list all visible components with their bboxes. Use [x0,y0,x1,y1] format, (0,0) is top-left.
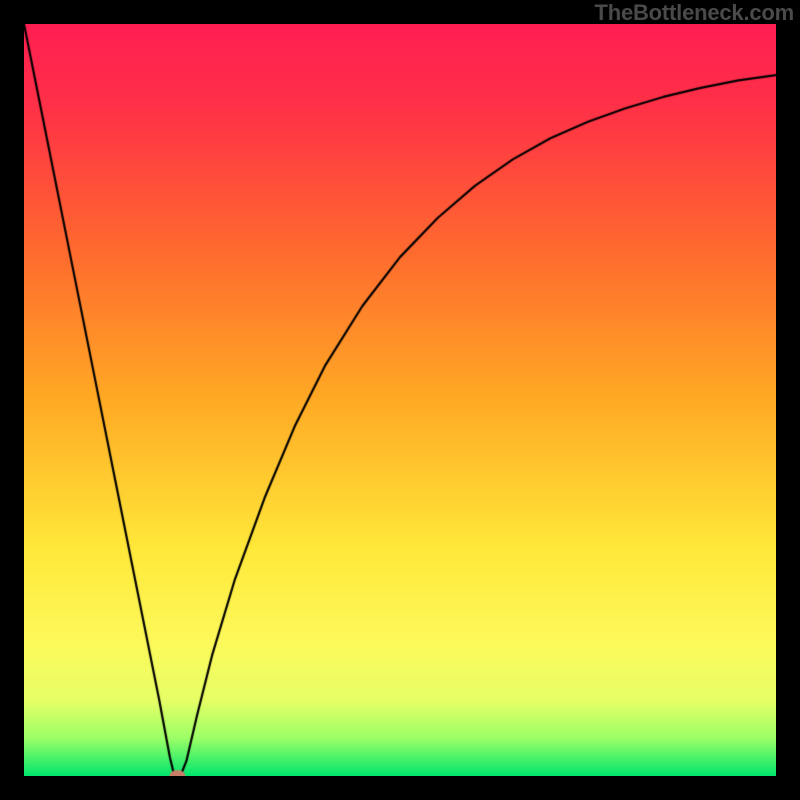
chart-root: TheBottleneck.com [0,0,800,800]
watermark-text: TheBottleneck.com [594,0,794,26]
curve-layer [24,24,776,776]
plot-area [24,24,776,776]
